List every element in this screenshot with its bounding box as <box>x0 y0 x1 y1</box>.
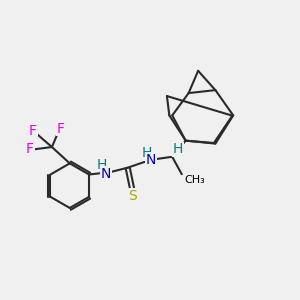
Text: H: H <box>142 146 152 160</box>
Text: F: F <box>29 124 37 138</box>
Text: H: H <box>97 158 107 172</box>
Text: F: F <box>57 122 65 136</box>
Text: N: N <box>100 167 111 181</box>
Text: S: S <box>128 189 137 202</box>
Text: H: H <box>172 142 183 156</box>
Text: N: N <box>146 153 156 167</box>
Text: F: F <box>26 142 34 156</box>
Text: CH₃: CH₃ <box>184 175 205 185</box>
